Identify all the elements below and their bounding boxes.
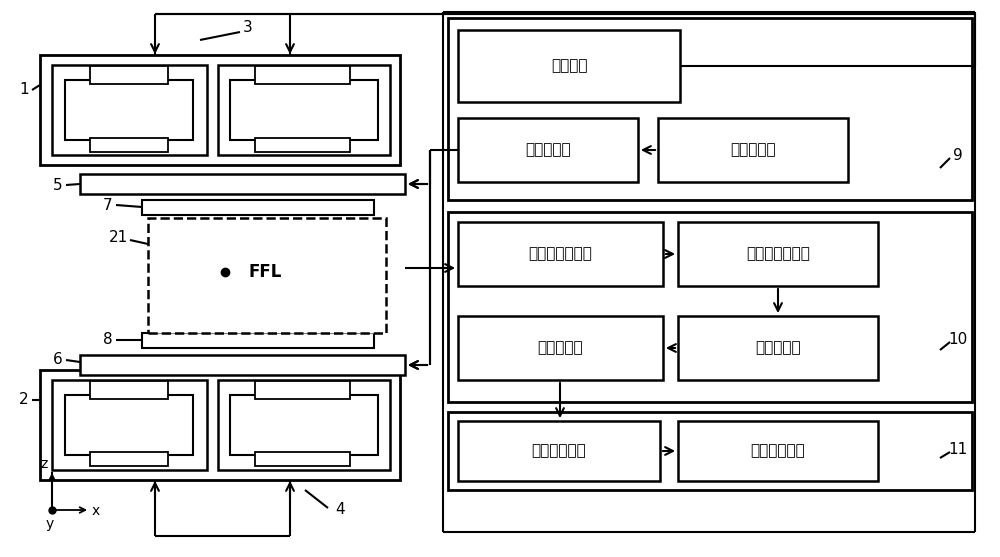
Bar [52,65,207,155]
Bar [90,138,168,152]
Bar [448,412,972,490]
Bar [65,80,193,140]
Bar [80,355,405,375]
Text: 11: 11 [948,442,968,457]
Text: 5: 5 [53,178,63,193]
Bar [255,138,350,152]
Text: 基频陷波滤波器: 基频陷波滤波器 [746,247,810,261]
Bar [148,218,386,333]
Bar [678,222,878,286]
Bar [678,421,878,481]
Bar [218,380,390,470]
Bar [40,370,400,480]
Bar [458,118,638,182]
Bar [678,316,878,380]
Text: 10: 10 [948,333,968,348]
Text: 8: 8 [103,333,113,348]
Bar [458,222,663,286]
Bar [230,80,378,140]
Text: 2: 2 [19,393,29,408]
Text: 模拟多路复用器: 模拟多路复用器 [528,247,592,261]
Bar [458,421,660,481]
Bar [255,452,350,466]
Text: 信号发生器: 信号发生器 [730,143,776,158]
Bar [255,66,350,84]
Text: 直流电源: 直流电源 [551,58,587,74]
Bar [448,212,972,402]
Text: x: x [92,504,100,518]
Bar [65,395,193,455]
Text: 1: 1 [19,82,29,97]
Text: z: z [40,457,48,471]
Bar [255,381,350,399]
Text: 6: 6 [53,353,63,368]
Bar [458,316,663,380]
Text: 图像显示模块: 图像显示模块 [751,443,805,458]
Text: 功率放大器: 功率放大器 [525,143,571,158]
Bar [90,381,168,399]
Text: 7: 7 [103,198,113,213]
Text: y: y [46,517,54,531]
Bar [80,174,405,194]
Bar [142,333,374,348]
Bar [658,118,848,182]
Bar [448,18,972,200]
Text: 数据处理模块: 数据处理模块 [532,443,586,458]
Bar [90,66,168,84]
Text: 4: 4 [335,502,345,517]
Text: 运算放大器: 运算放大器 [755,340,801,355]
Text: 3: 3 [243,21,253,36]
Text: 21: 21 [108,231,128,246]
Text: 数据采集卡: 数据采集卡 [537,340,583,355]
Bar [218,65,390,155]
Text: 9: 9 [953,148,963,163]
Text: FFL: FFL [248,263,282,281]
Bar [458,30,680,102]
Bar [142,200,374,215]
Bar [40,55,400,165]
Bar [52,380,207,470]
Bar [90,452,168,466]
Bar [230,395,378,455]
